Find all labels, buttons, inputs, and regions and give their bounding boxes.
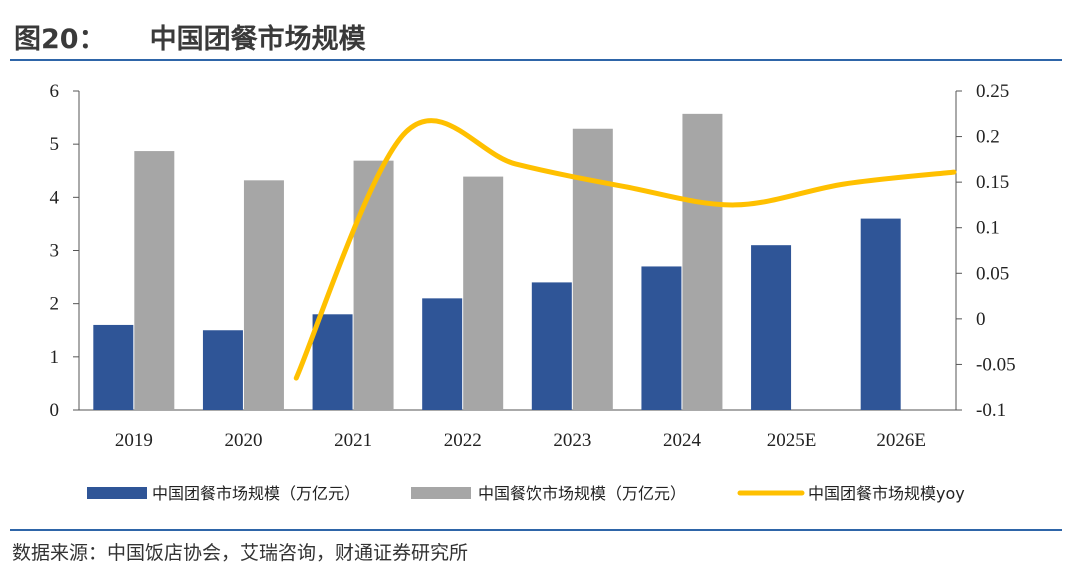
figure-title: 图20： 中国团餐市场规模 xyxy=(14,16,366,56)
bar-canyin xyxy=(243,180,284,410)
bar-tuancan xyxy=(641,266,682,410)
bar-tuancan xyxy=(860,218,901,410)
legend-label-2: 中国餐饮市场规模（万亿元） xyxy=(478,484,686,503)
bar-tuancan xyxy=(93,324,134,410)
bar-canyin xyxy=(353,160,394,410)
bar-canyin xyxy=(682,113,723,410)
x-tick-label: 2023 xyxy=(553,430,591,451)
right-tick-label: -0.1 xyxy=(976,400,1006,421)
figure-title-text: 中国团餐市场规模 xyxy=(149,23,366,55)
bar-tuancan xyxy=(312,314,353,410)
legend-swatch-1 xyxy=(87,487,147,499)
x-tick-label: 2026E xyxy=(876,430,926,451)
x-tick-label: 2019 xyxy=(115,430,153,451)
left-tick-label: 3 xyxy=(50,241,60,262)
legend-label-3: 中国团餐市场规模yoy xyxy=(808,484,965,503)
left-tick-label: 2 xyxy=(50,294,60,315)
right-tick-label: 0.25 xyxy=(976,81,1009,102)
bar-canyin xyxy=(463,176,504,410)
x-tick-label: 2024 xyxy=(663,430,702,451)
x-tick-label: 2022 xyxy=(444,430,482,451)
right-tick-label: 0 xyxy=(976,309,986,330)
source-note: 数据来源：中国饭店协会，艾瑞咨询，财通证券研究所 xyxy=(12,542,469,564)
right-tick-label: 0.05 xyxy=(976,263,1009,284)
left-tick-label: 6 xyxy=(50,81,60,102)
line-yoy xyxy=(293,118,957,381)
x-tick-label: 2020 xyxy=(224,430,262,451)
legend-swatch-2 xyxy=(411,487,471,499)
bar-tuancan xyxy=(751,245,792,410)
left-tick-label: 5 xyxy=(50,134,60,155)
right-tick-label: 0.15 xyxy=(976,172,1009,193)
bar-tuancan xyxy=(202,330,243,410)
left-tick-label: 0 xyxy=(50,400,60,421)
legend-label-1: 中国团餐市场规模（万亿元） xyxy=(152,484,360,503)
combo-chart: 0 1 2 3 4 5 6 -0.1 -0.05 0 0.05 0.1 0.15 0.2 0.25 2019 2… xyxy=(50,81,1016,503)
right-tick-label: 0.1 xyxy=(976,218,1000,239)
left-tick-label: 1 xyxy=(50,347,60,368)
bar-tuancan xyxy=(531,282,572,410)
figure-number: 图20： xyxy=(14,23,106,55)
top-rule xyxy=(10,59,1062,61)
x-tick-label: 2025E xyxy=(767,430,817,451)
left-tick-label: 4 xyxy=(50,187,60,208)
bottom-rule xyxy=(10,529,1062,531)
right-tick-label: 0.2 xyxy=(976,127,1000,148)
right-tick-label: -0.05 xyxy=(976,354,1016,375)
bar-tuancan xyxy=(422,298,463,410)
bar-canyin xyxy=(134,151,175,410)
bar-canyin xyxy=(572,128,613,410)
x-tick-label: 2021 xyxy=(334,430,372,451)
